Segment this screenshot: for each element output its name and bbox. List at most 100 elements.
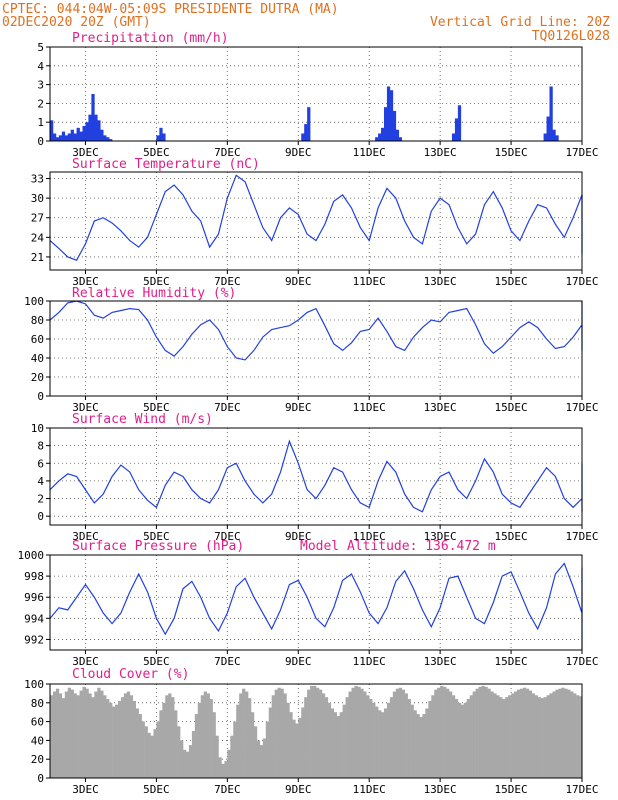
cloud-cover-bar xyxy=(561,687,565,778)
cloud-cover-bar xyxy=(440,685,444,778)
precipitation-bar xyxy=(389,90,394,141)
wind-line xyxy=(49,439,583,513)
cloud-cover-bar xyxy=(398,687,403,778)
cloud-cover-bar xyxy=(416,714,420,778)
wind-xtick-label: 5DEC xyxy=(143,530,170,543)
temperature-xtick-label: 3DEC xyxy=(72,275,99,288)
wind-xtick-label: 11DEC xyxy=(353,530,386,543)
precipitation-bar xyxy=(156,135,160,141)
precipitation-bar xyxy=(50,120,54,141)
cloud-cover-bar xyxy=(117,700,122,778)
cloud-cover-bar xyxy=(316,687,320,778)
cloud-cover-bar xyxy=(540,698,544,778)
precipitation-ytick-label: 5 xyxy=(37,41,44,54)
temperature-xtick-label: 11DEC xyxy=(353,275,386,288)
cloud-cover-bar xyxy=(55,688,60,778)
cloud-cover-bar xyxy=(395,688,400,778)
cloud-cover-bar xyxy=(171,697,175,778)
precipitation-ytick-label: 3 xyxy=(37,79,44,92)
cloud-cover-bar xyxy=(511,693,515,778)
humidity-xtick-label: 13DEC xyxy=(424,401,457,414)
panel-title-cloud: Cloud Cover (%) xyxy=(72,667,189,682)
panel-precipitation: 0 1 2 3 4 5 3DEC 5DEC 7DEC 9DEC 11DEC 13DEC 15DEC 17D… xyxy=(37,41,598,159)
cloud-cover-bar xyxy=(150,735,154,778)
precipitation-bar xyxy=(58,135,63,141)
cloud-cover-bar xyxy=(115,704,119,778)
cloud-cover-bar xyxy=(324,697,329,778)
cloud-cover-bar xyxy=(304,697,308,778)
cloud-cover-bar xyxy=(357,686,361,778)
cloud-cover-bar xyxy=(197,702,202,778)
cloud-cover-bar xyxy=(531,693,536,778)
cloud-cover-bar xyxy=(392,691,397,778)
cloud-cover-bar xyxy=(514,691,518,778)
cloud-cover-bar xyxy=(401,689,405,778)
cloud-cover-bar xyxy=(50,695,54,778)
humidity-line xyxy=(49,300,583,361)
panel-temperature: 21 24 27 30 33 3DEC 5DEC 7DEC 9DEC 11DEC 13DEC 15DE… xyxy=(31,171,599,288)
cloud-cover-bar xyxy=(256,740,261,778)
wind-ytick-label: 2 xyxy=(37,493,44,506)
panel-title-temperature: Surface Temperature (nC) xyxy=(72,157,260,172)
precipitation-bar xyxy=(378,133,382,141)
humidity-xtick-label: 5DEC xyxy=(143,401,170,414)
cloud-cover-bar xyxy=(61,698,66,778)
cloud-cover-bar xyxy=(188,745,193,778)
cloud-cover-bar xyxy=(218,757,222,778)
cloud-cover-bar xyxy=(194,714,199,778)
cloud-cover-bar xyxy=(236,704,240,778)
pressure-xtick-label: 9DEC xyxy=(285,655,312,668)
cloud-cover-bar xyxy=(177,726,181,778)
cloud-cover-ytick-label: 80 xyxy=(31,697,44,710)
cloud-cover-bar xyxy=(253,726,258,778)
precipitation-xtick-label: 17DEC xyxy=(565,146,598,159)
humidity-xtick-label: 9DEC xyxy=(285,401,312,414)
cloud-cover-bar xyxy=(141,721,145,778)
cloud-cover-bar xyxy=(265,721,270,778)
cloud-cover-bar xyxy=(268,707,272,778)
cloud-cover-bar xyxy=(286,702,290,778)
wind-ytick-label: 4 xyxy=(37,475,44,488)
cloud-cover-bar xyxy=(138,714,142,778)
cloud-cover-bar xyxy=(224,761,228,778)
cloud-cover-bar xyxy=(215,735,219,778)
pressure-xtick-label: 5DEC xyxy=(143,655,170,668)
cloud-cover-bar xyxy=(354,685,358,778)
humidity-ytick-label: 80 xyxy=(31,314,44,327)
cloud-cover-bar xyxy=(318,689,323,778)
cloud-cover-bar xyxy=(475,688,479,778)
cloud-cover-bar xyxy=(327,702,332,778)
precipitation-bar xyxy=(555,135,559,141)
cloud-cover-bar xyxy=(52,691,57,778)
cloud-cover-bar xyxy=(434,689,438,778)
cloud-cover-xtick-label: 7DEC xyxy=(214,783,241,796)
cloud-cover-xtick-label: 3DEC xyxy=(72,783,99,796)
panel-title-wind: Surface Wind (m/s) xyxy=(72,412,213,427)
cloud-cover-bar xyxy=(259,745,264,778)
pressure-xtick-label: 17DEC xyxy=(565,655,598,668)
cloud-cover-frame xyxy=(49,683,583,779)
panel-wind: 0 2 4 6 8 10 3DEC 5DEC 7DEC 9DEC 11DEC 13DEC 15DEC 17… xyxy=(31,422,599,543)
cloud-cover-xtick-label: 15DEC xyxy=(495,783,528,796)
cloud-cover-bar xyxy=(366,695,370,778)
wind-xtick-label: 13DEC xyxy=(424,530,457,543)
panel-humidity: 0 20 40 60 80 100 3DEC 5DEC 7DEC 9DEC 11DEC 13DEC 15… xyxy=(24,295,598,414)
wind-xtick-label: 3DEC xyxy=(72,530,99,543)
temperature-xtick-label: 17DEC xyxy=(565,275,598,288)
cloud-cover-bar xyxy=(233,721,237,778)
cloud-cover-bar xyxy=(298,717,302,778)
pressure-ytick-label: 1000 xyxy=(18,549,45,562)
precipitation-bar xyxy=(543,133,547,141)
pressure-ytick-label: 998 xyxy=(24,570,44,583)
cloud-cover-bar xyxy=(431,695,435,778)
cloud-cover-bar xyxy=(454,699,459,778)
cloud-cover-bar xyxy=(469,695,473,778)
cloud-cover-bar xyxy=(85,688,89,778)
cloud-cover-bar xyxy=(345,697,349,778)
temperature-xtick-label: 15DEC xyxy=(495,275,528,288)
cloud-cover-bar xyxy=(505,697,509,778)
cloud-cover-bar xyxy=(339,712,343,778)
pressure-ytick-label: 994 xyxy=(24,612,44,625)
cloud-cover-bar xyxy=(262,738,267,778)
precipitation-bar xyxy=(94,114,98,141)
